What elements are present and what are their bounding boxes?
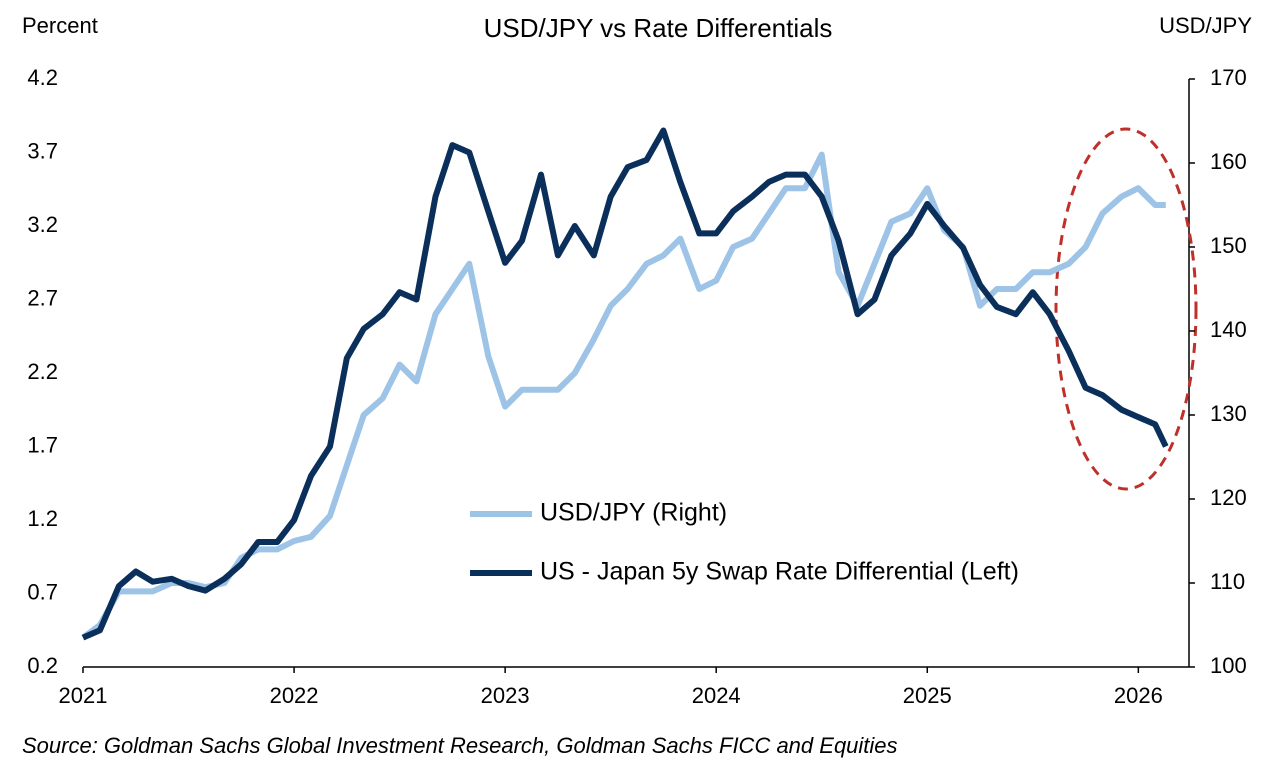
x-tick-label: 2023	[481, 683, 530, 708]
legend-label: USD/JPY (Right)	[540, 499, 727, 527]
x-tick-label: 2021	[59, 683, 108, 708]
y-tick-label: 0.7	[27, 579, 58, 604]
y-tick-label: 0.2	[27, 653, 58, 678]
y-tick-label: 3.7	[27, 138, 58, 163]
x-tick-label: 2026	[1114, 683, 1163, 708]
y2-tick-label: 110	[1210, 569, 1245, 594]
y2-tick-label: 150	[1210, 233, 1247, 258]
highlight-ellipse	[1054, 127, 1198, 491]
legend-label: US - Japan 5y Swap Rate Differential (Le…	[540, 558, 1019, 586]
y-tick-label: 3.2	[27, 212, 58, 237]
y-tick-label: 1.7	[27, 432, 58, 457]
chart-title: USD/JPY vs Rate Differentials	[484, 13, 833, 43]
x-tick-label: 2024	[692, 683, 741, 708]
y-tick-label: 1.2	[27, 506, 58, 531]
x-tick-label: 2022	[270, 683, 319, 708]
y-tick-label: 4.2	[27, 65, 58, 90]
y2-tick-label: 120	[1210, 485, 1247, 510]
y-axis-title: Percent	[22, 13, 98, 38]
series-line	[81, 127, 1169, 641]
x-tick-label: 2025	[903, 683, 952, 708]
y-tick-label: 2.2	[27, 359, 58, 384]
y2-axis-title: USD/JPY	[1159, 13, 1252, 38]
y2-tick-label: 170	[1210, 65, 1247, 90]
source-note: Source: Goldman Sachs Global Investment …	[22, 733, 898, 758]
y-tick-label: 2.7	[27, 285, 58, 310]
y2-tick-label: 130	[1210, 401, 1247, 426]
y2-tick-label: 100	[1210, 653, 1247, 678]
y2-tick-label: 140	[1210, 317, 1247, 342]
y2-tick-label: 160	[1210, 149, 1247, 174]
